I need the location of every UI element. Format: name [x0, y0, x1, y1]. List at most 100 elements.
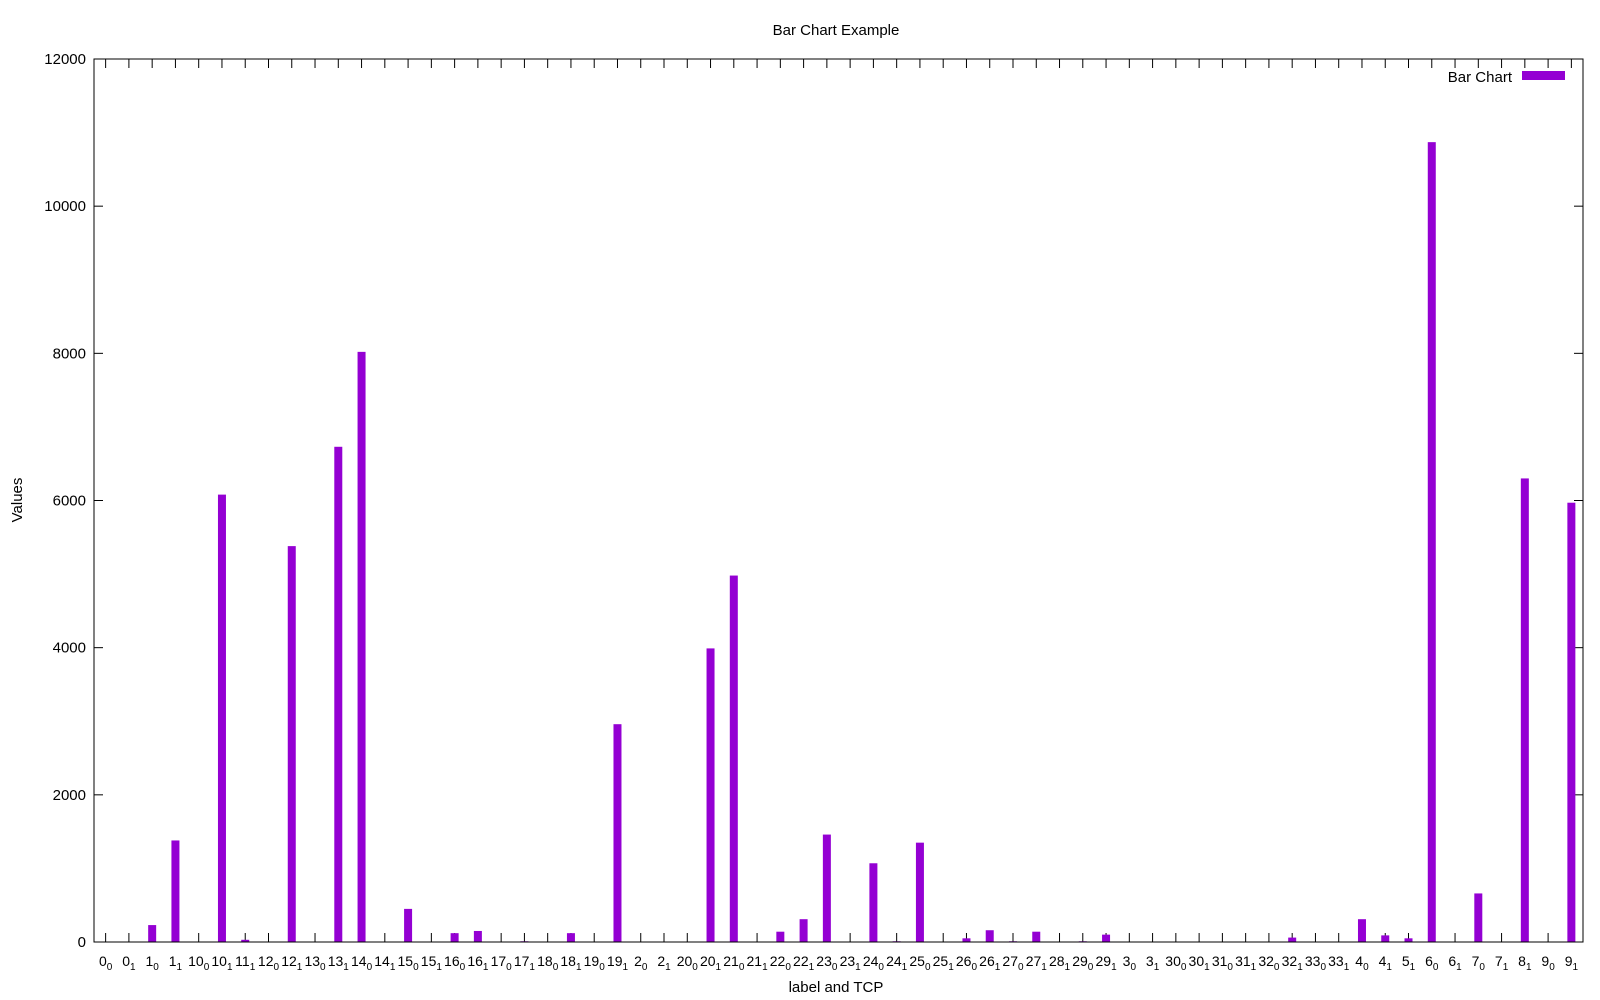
x-tick-label: 40 [1355, 953, 1369, 973]
bar [1474, 893, 1483, 942]
x-tick-label: 30 [1123, 953, 1137, 973]
y-tick-label: 4000 [53, 640, 86, 657]
x-tick-label: 21 [657, 953, 671, 973]
bar [1357, 919, 1366, 942]
bar [566, 933, 575, 942]
x-tick-label: 31 [1146, 953, 1160, 973]
x-tick-label: 220 [770, 953, 792, 973]
y-tick-labels: 0 2000 4000 6000 8000 10000 12000 [44, 51, 86, 951]
x-tick-label: 300 [1165, 953, 1187, 973]
legend-swatch [1522, 71, 1565, 80]
x-tick-label: 101 [211, 953, 233, 973]
bar [473, 930, 482, 942]
x-tick-label: 71 [1495, 953, 1509, 973]
legend-label: Bar Chart [1448, 69, 1513, 86]
x-tick-label: 241 [886, 953, 908, 973]
y-tick-label: 6000 [53, 493, 86, 510]
x-tick-label: 01 [122, 953, 136, 973]
bar [1567, 502, 1576, 942]
bar [334, 446, 343, 942]
bar [706, 648, 715, 942]
x-tick-label: 240 [863, 953, 885, 973]
x-tick-label: 271 [1026, 953, 1048, 973]
x-tick-label: 170 [491, 953, 513, 973]
y-axis-label: Values [9, 478, 26, 523]
bars [148, 142, 1576, 943]
bar [613, 724, 622, 942]
bar [1032, 931, 1041, 942]
bar [822, 834, 831, 942]
plot-frame [93, 58, 1584, 943]
bar [915, 842, 924, 942]
x-tick-label: 330 [1305, 953, 1327, 973]
x-tick-label: 100 [188, 953, 210, 973]
x-tick-label: 141 [374, 953, 396, 973]
bar [729, 575, 738, 942]
bar [217, 494, 226, 942]
x-tick-label: 200 [677, 953, 699, 973]
x-tick-label: 201 [700, 953, 722, 973]
bar [985, 930, 994, 942]
x-tick-label: 180 [537, 953, 559, 973]
x-tick-label: 11 [169, 953, 183, 973]
x-tick-label: 301 [1189, 953, 1211, 973]
bar [869, 863, 878, 942]
x-tick-label: 191 [607, 953, 629, 973]
x-tick-label: 190 [584, 953, 606, 973]
x-tick-label: 10 [145, 953, 159, 973]
x-tick-label: 171 [514, 953, 536, 973]
x-tick-label: 120 [258, 953, 280, 973]
x-tick-labels: 00 01 10 11 100 101 111 120 121 130 131 140 141 150 15… [99, 953, 1579, 973]
x-axis-label: label and TCP [789, 979, 884, 996]
chart-title: Bar Chart Example [773, 22, 900, 39]
bar [1381, 935, 1390, 942]
bar [450, 933, 459, 942]
x-tick-label: 230 [816, 953, 838, 973]
x-tick-label: 210 [723, 953, 745, 973]
axis-ticks [94, 58, 1583, 943]
bar [962, 938, 971, 942]
x-tick-label: 291 [1095, 953, 1117, 973]
bar [799, 919, 808, 942]
x-tick-label: 121 [281, 953, 303, 973]
bar [287, 546, 296, 942]
x-tick-label: 41 [1379, 953, 1393, 973]
x-tick-label: 51 [1402, 953, 1416, 973]
y-tick-label: 0 [78, 934, 86, 951]
x-tick-label: 150 [398, 953, 420, 973]
bar [1427, 142, 1436, 942]
x-tick-label: 211 [747, 953, 769, 973]
x-tick-label: 70 [1472, 953, 1486, 973]
x-tick-label: 321 [1282, 953, 1304, 973]
x-tick-label: 81 [1518, 953, 1532, 973]
y-tick-label: 2000 [53, 787, 86, 804]
x-tick-label: 251 [933, 953, 955, 973]
x-tick-label: 140 [351, 953, 373, 973]
x-tick-label: 91 [1565, 953, 1579, 973]
x-tick-label: 290 [1072, 953, 1094, 973]
bar [1102, 934, 1111, 942]
x-tick-label: 270 [1002, 953, 1024, 973]
x-tick-label: 281 [1049, 953, 1071, 973]
x-tick-label: 61 [1448, 953, 1462, 973]
bar [171, 840, 180, 942]
x-tick-label: 161 [467, 953, 489, 973]
bar [1404, 938, 1413, 942]
x-tick-label: 90 [1541, 953, 1555, 973]
x-tick-label: 231 [840, 953, 862, 973]
bar [241, 939, 250, 942]
y-tick-label: 10000 [44, 198, 86, 215]
x-tick-label: 261 [979, 953, 1001, 973]
x-tick-label: 130 [304, 953, 326, 973]
x-tick-label: 160 [444, 953, 466, 973]
x-tick-label: 60 [1425, 953, 1439, 973]
x-tick-label: 131 [328, 953, 350, 973]
legend: Bar Chart [1448, 69, 1565, 86]
bar [776, 931, 785, 942]
x-tick-label: 250 [909, 953, 931, 973]
bar [404, 908, 413, 942]
x-tick-label: 181 [560, 953, 582, 973]
bar [357, 351, 366, 942]
x-tick-label: 221 [793, 953, 815, 973]
